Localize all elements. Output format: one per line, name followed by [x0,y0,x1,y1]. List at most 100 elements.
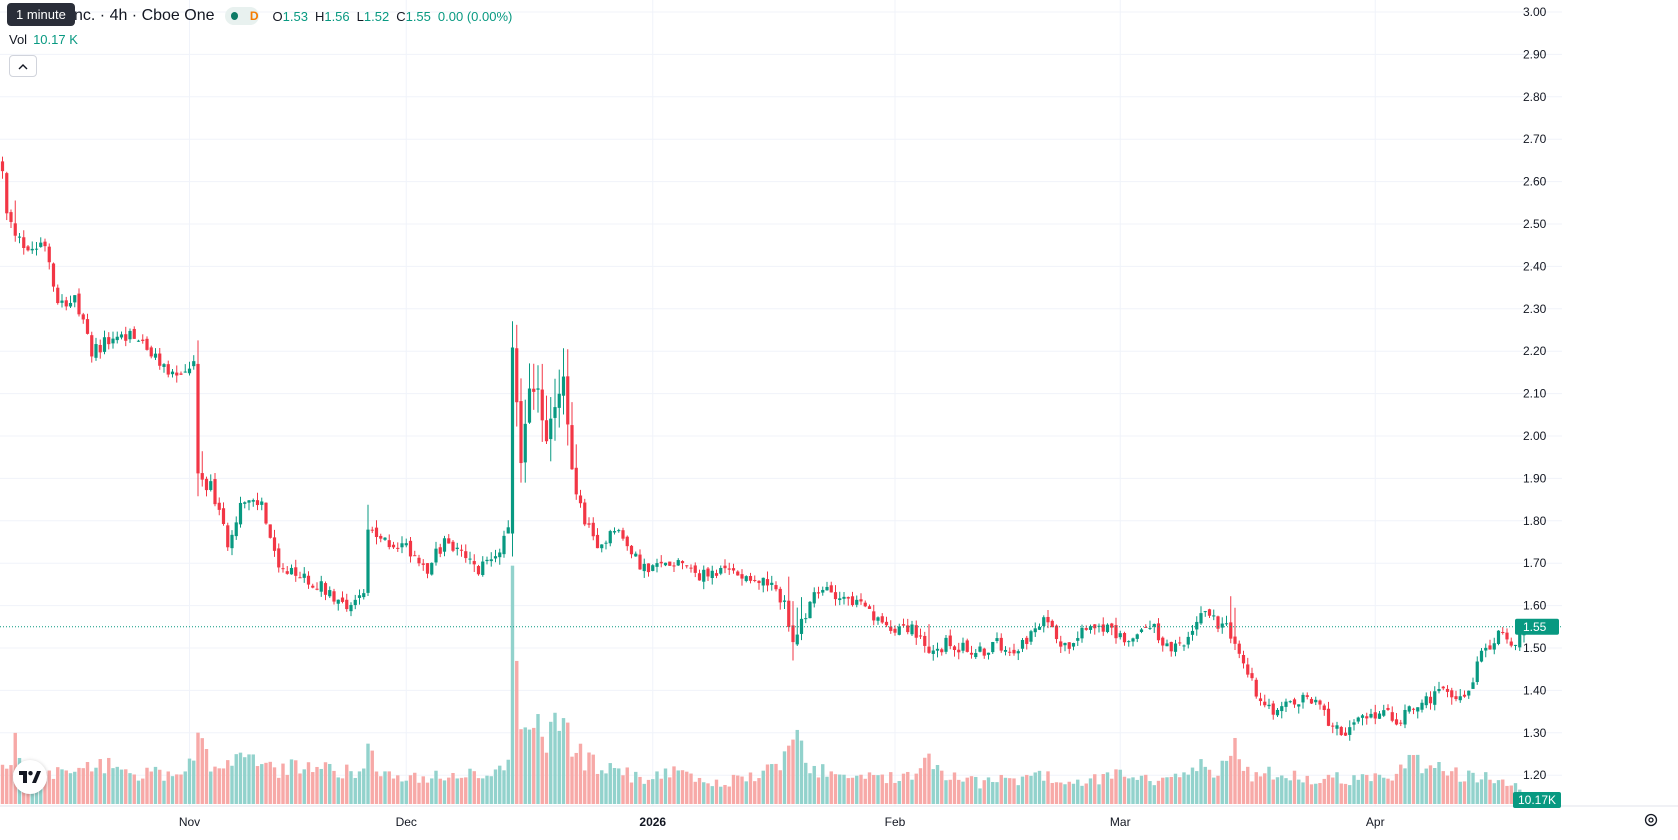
candle-body [1127,641,1131,643]
candle-body [315,588,319,590]
axis-badges: 1.55 10.17K [1513,618,1561,808]
volume-bar [196,732,200,804]
candle-body [1220,623,1224,628]
price-axis[interactable]: 3.00 2.90 2.80 2.70 2.60 2.50 2.40 2.30 2.20 2.10… [1523,5,1547,782]
candle-body [1037,626,1042,630]
candle-body [574,467,578,495]
volume-bar [1088,778,1093,804]
volume-bar [434,770,438,804]
candle-body [740,574,744,579]
candle-body [1008,651,1012,653]
volume-bar [1305,775,1309,804]
volume-bar [332,770,336,804]
volume-bar [119,769,124,804]
volume-bar [145,767,149,804]
market-status[interactable]: D [224,7,259,25]
volume-bar [1297,779,1301,804]
volume-bar [948,779,952,804]
candle-body [374,527,379,538]
price-tick-label: 2.60 [1523,175,1547,189]
candle-body [413,555,417,557]
volume-bar [366,743,370,804]
volume-bar [753,781,757,804]
volume-bar [1496,780,1501,804]
volume-bar [374,771,379,804]
volume-bar [1411,755,1416,804]
candle-body [680,561,685,564]
candle-body [1369,713,1373,718]
candle-body [655,563,659,567]
candle-body [1322,705,1326,711]
candle-body [1501,631,1505,633]
volume-bar [1122,776,1127,804]
candle-body [515,348,519,403]
candle-body [1284,701,1288,707]
price-tick-label: 1.30 [1523,726,1547,740]
time-axis[interactable]: Nov Dec 2026 Feb Mar Apr [179,815,1385,829]
candle-body [175,372,179,376]
candle-body [1475,661,1479,683]
candle-body [974,653,978,658]
candle-body [778,588,782,603]
candle-body [213,479,217,505]
candle-body [268,524,272,538]
candle-body [676,560,680,566]
volume-bar [702,782,706,804]
volume-bar [1182,772,1186,804]
volume-bar [897,781,901,804]
price-tick-label: 2.40 [1523,259,1547,273]
volume-bar [68,773,73,804]
gear-icon[interactable] [1643,812,1659,828]
volume-bar [1173,773,1178,804]
candle-body [1144,626,1148,628]
candle-body [1411,708,1416,710]
open-value: 1.53 [282,8,308,24]
volume-bar [1186,774,1190,804]
candle-body [1105,624,1110,633]
volume-bar [1008,778,1012,804]
candle-body [472,561,476,565]
volume-bar [294,760,298,804]
volume-value: 10.17 K [33,32,78,47]
volume-bar [502,770,506,804]
candle-body [523,423,527,463]
symbol-title[interactable]: nc. · 4h · Cboe One [74,7,215,24]
candle-body [489,559,493,562]
candle-body [1309,698,1314,704]
candle-body [948,635,952,647]
candle-body [383,537,387,540]
time-tick-label: Mar [1110,815,1131,829]
candle-body [757,580,761,584]
volume-bar [578,743,583,804]
tradingview-logo-icon[interactable] [13,760,47,794]
candle-body [204,478,209,491]
candle-body [1131,638,1135,642]
candle-body [64,300,68,307]
candle-body [1488,645,1492,650]
candle-body [1173,643,1178,652]
volume-bar [162,780,166,804]
volume-bar [1360,774,1365,804]
candle-body [302,573,306,578]
volume-bar [863,778,867,804]
candle-body [668,561,672,566]
last-price-label: 1.55 [1523,620,1547,634]
high-label: H [314,8,325,24]
volume-bar [1416,754,1420,804]
candle-body [999,637,1003,651]
volume-bar [821,764,825,804]
volume-bar [400,781,404,804]
candle-body [604,542,608,544]
volume-bar [353,777,357,804]
collapse-legend-button[interactable] [9,55,37,77]
volume-bar [306,762,311,804]
volume-legend[interactable]: Vol 10.17 K [9,32,78,47]
candle-body [1326,708,1331,726]
volume-bar [336,777,340,804]
candle-body [451,541,455,551]
volume-bar [812,765,816,804]
candle-body [1071,643,1076,647]
volume-bar [1195,771,1199,804]
